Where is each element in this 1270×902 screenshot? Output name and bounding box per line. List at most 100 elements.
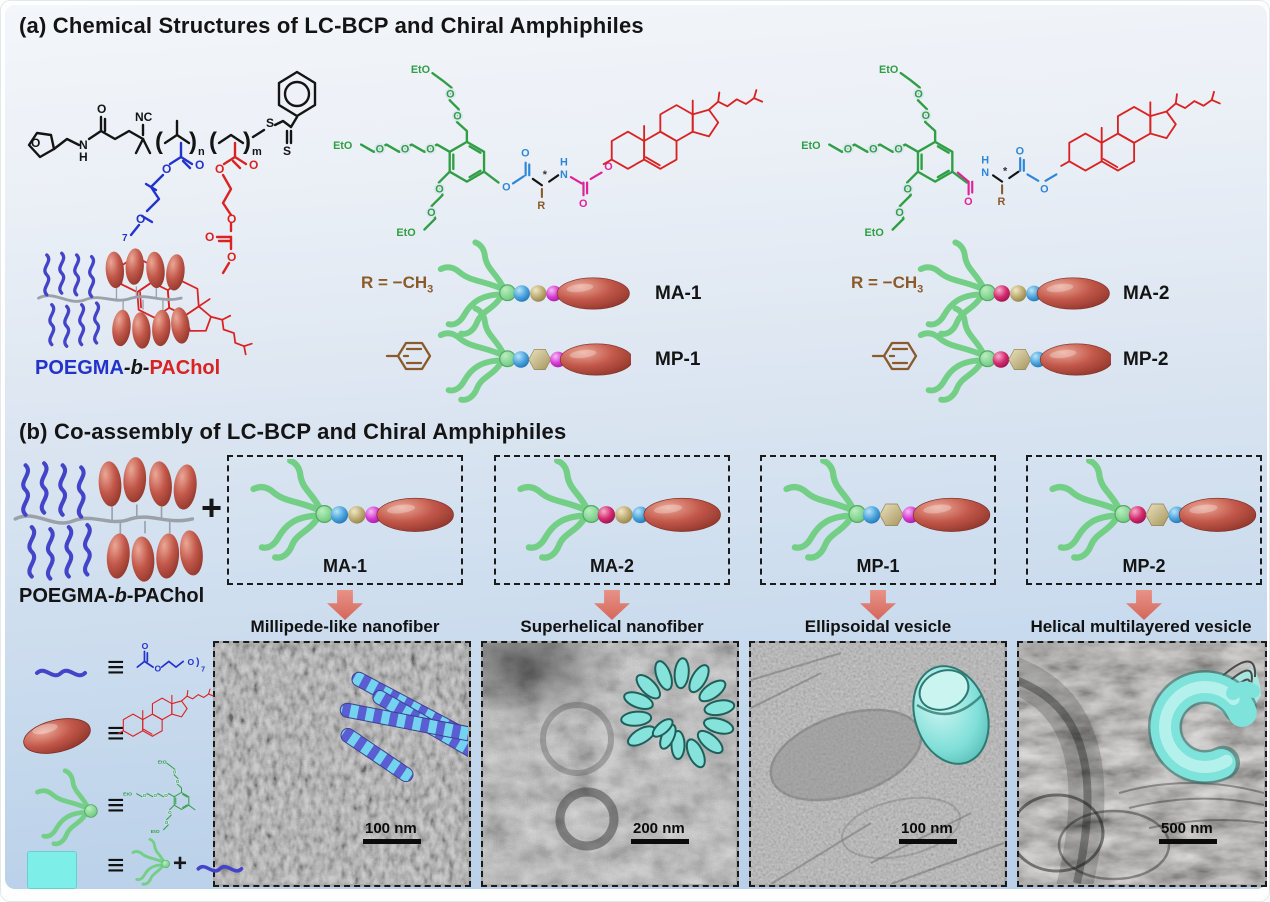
svg-text:O: O (195, 158, 204, 172)
cartoon-mp1-b (766, 459, 992, 569)
eto-label: EtO (879, 64, 898, 76)
coassembly-cyan-symbol (27, 851, 77, 889)
amphiphile-structure-series2: EtO EtO EtO O N H * R O O (801, 64, 1221, 239)
svg-text:O: O (227, 212, 236, 226)
atom-o: O (604, 161, 612, 173)
cartoon-ma1-b (233, 459, 459, 569)
r-phenyl-icon-right (871, 341, 918, 371)
svg-text:(: ( (209, 128, 217, 155)
atom-h: H (981, 155, 989, 167)
svg-text:H: H (79, 150, 88, 164)
tem-image-ellipsoidal: 100 nm (749, 641, 1007, 887)
svg-text:S: S (266, 116, 274, 130)
tem-helical-svg: 500 nm (1019, 643, 1264, 884)
eto-label: EtO (801, 140, 820, 152)
svg-text:O: O (205, 230, 214, 244)
tem-superhelical-svg: 200 nm (483, 643, 736, 884)
down-arrow-icon (1126, 590, 1162, 620)
helical-vesicle-inset (1148, 660, 1262, 784)
cholesterol-structure-mini (117, 688, 215, 737)
amphiphile-structure-series1: EtO EtO EtO O O * R N H O O (333, 64, 764, 239)
atom-h: H (560, 156, 568, 168)
svg-text:O: O (97, 102, 106, 116)
caption-superhelical: Superhelical nanofiber (520, 617, 704, 636)
tem-image-superhelical: 200 nm (481, 641, 739, 887)
svg-text:O: O (227, 250, 236, 264)
equiv-sign: ≡ (107, 651, 125, 684)
svg-text:): ) (196, 657, 199, 668)
cartoon-mp1-a (425, 303, 631, 416)
r-methyl-right: R = −CH3 (851, 273, 924, 296)
sub-n: n (198, 146, 205, 158)
atom-o: O (1016, 146, 1024, 158)
equiv-sign: ≡ (107, 849, 125, 882)
tem-millipede-svg: 100 nm (215, 643, 468, 884)
plus-sign: + (201, 487, 223, 528)
bcp-label-a: POEGMA-b-PAChol (35, 357, 220, 380)
scale-bar-label: 100 nm (365, 820, 417, 837)
svg-text:): ) (189, 128, 197, 155)
eto-label: EtO (333, 140, 352, 152)
bcp-label-pachol: PAChol (149, 357, 221, 379)
poegma-squiggle-symbol (35, 668, 87, 678)
label-mp2-a: MP-2 (1123, 349, 1169, 370)
equiv-sign: ≡ (107, 789, 125, 822)
bcp-label-poegma: POEGMA (35, 357, 124, 379)
chiral-star: * (543, 169, 548, 181)
atom-o: O (964, 196, 972, 208)
cholesterol-skeleton (602, 89, 764, 170)
box-ma2: MA-2 (494, 455, 730, 585)
bcp-cartoon-b (11, 453, 207, 592)
label-ma1-a: MA-1 (655, 283, 702, 304)
equiv-sign: ≡ (107, 717, 125, 750)
down-arrow-icon (327, 590, 363, 620)
svg-text:N: N (79, 138, 88, 152)
lcbcp-chemical-structure: O NH ONC SS () n () m OOO 7 OOO OO (27, 70, 317, 391)
chiral-star: * (1003, 165, 1008, 177)
scale-bar-label: 200 nm (633, 820, 685, 837)
svg-text:O: O (136, 212, 145, 226)
svg-text:O: O (215, 162, 224, 176)
scale-bar (1159, 839, 1217, 844)
superhelix-inset (620, 657, 736, 769)
atom-r: R (537, 200, 545, 212)
label-ma2-a: MA-2 (1123, 283, 1170, 304)
caption-millipede: Millipede-like nanofiber (250, 617, 440, 636)
box-ma1: MA-1 (227, 455, 463, 585)
svg-text:(: ( (155, 128, 163, 155)
bcp-label-b: -b- (123, 357, 150, 379)
tentacles-mini-symbol (131, 837, 172, 886)
down-arrow-icon (860, 590, 896, 620)
atom-o: O (502, 182, 510, 194)
svg-text:O: O (142, 641, 149, 651)
box-mp2: MP-2 (1026, 455, 1262, 585)
caption-helical: Helical multilayered vesicle (1030, 617, 1252, 636)
box-label-mp2: MP-2 (1122, 556, 1166, 576)
eto-label: EtO (865, 227, 884, 239)
atom-n: N (560, 169, 568, 181)
atom-r: R (998, 196, 1006, 208)
caption-ellipsoidal: Ellipsoidal vesicle (804, 617, 952, 636)
svg-text:O: O (31, 136, 40, 150)
scale-bar (363, 839, 421, 844)
striped-nanofiber-inset (339, 671, 468, 783)
cartoon-ma2-b (500, 459, 726, 569)
svg-text:O: O (162, 162, 171, 176)
svg-text:O: O (249, 158, 258, 172)
box-label-mp1: MP-1 (856, 556, 900, 576)
svg-text:NC: NC (135, 110, 153, 124)
legend-plus-sign: + (173, 850, 188, 877)
sub-m: m (252, 146, 262, 158)
atom-o: O (579, 198, 587, 210)
svg-text:O: O (187, 657, 194, 667)
bcp-label-b: POEGMA-b-PAChol (19, 585, 205, 607)
atom-n: N (981, 167, 989, 179)
r-phenyl-icon-left (385, 341, 432, 371)
eto-label: EtO (158, 759, 167, 765)
cartoon-mp2-a (905, 303, 1111, 416)
sub-seven: 7 (201, 665, 205, 673)
box-mp1: MP-1 (760, 455, 996, 585)
label-mp1-a: MP-1 (655, 349, 701, 370)
dendron-tentacles-symbol (19, 767, 105, 855)
eto-label: EtO (151, 829, 160, 835)
